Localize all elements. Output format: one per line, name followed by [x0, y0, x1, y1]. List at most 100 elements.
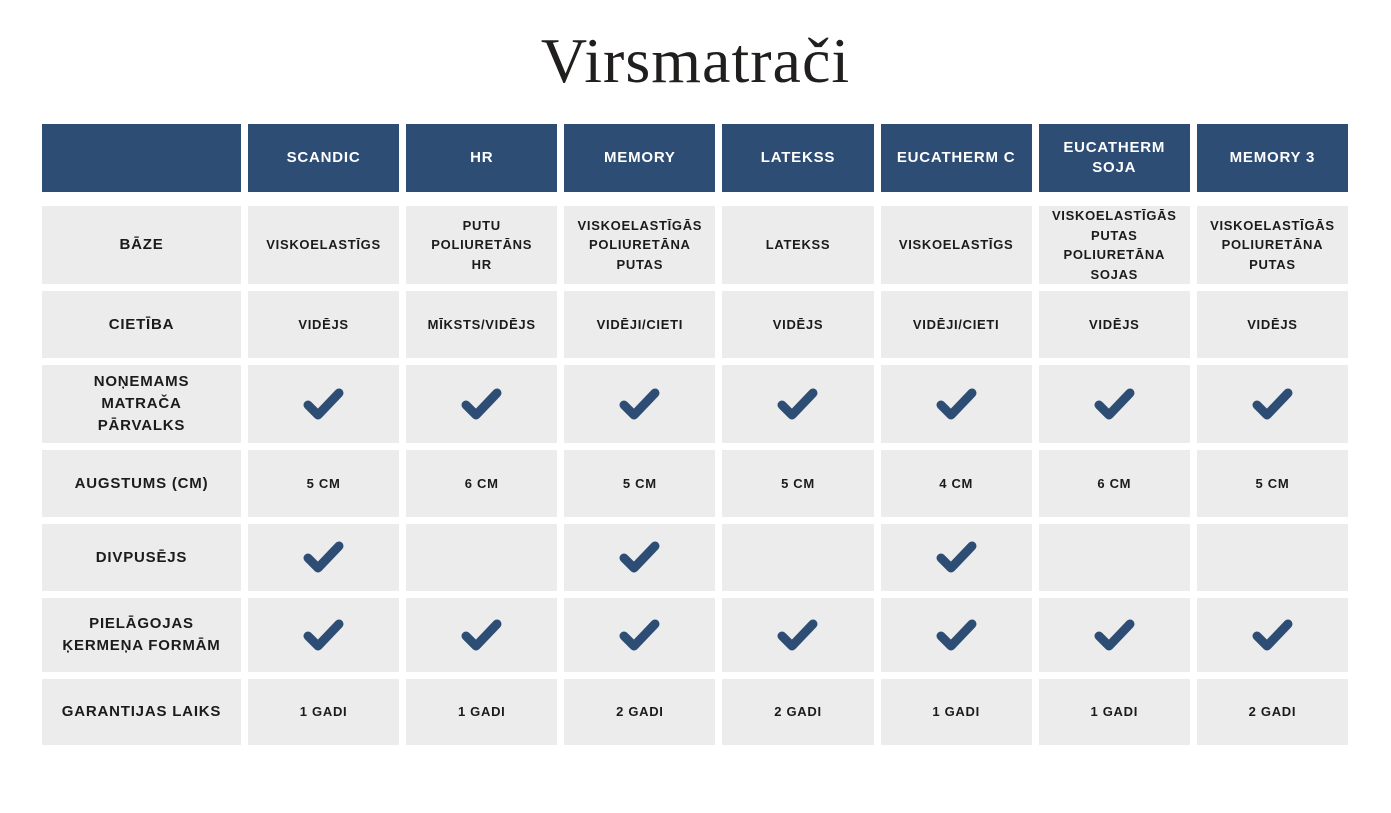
table-cell-no-emams-matra-a-p-rvalks-eucatherm-soja — [1038, 365, 1190, 443]
comparison-table: SCANDIC HR MEMORY LATEKSS EUCATHERM C EUCATHE… — [42, 124, 1348, 745]
checkmark-icon — [936, 388, 977, 421]
cell-value: 1 GADI — [932, 704, 980, 720]
checkmark-icon — [461, 619, 502, 652]
cell-value: VISKOELASTĪGS — [898, 237, 1014, 253]
cell-value: VIDĒJS — [1089, 316, 1140, 332]
row-label-augstums-cm: AUGSTUMS (CM) — [42, 450, 241, 517]
row-label-piel-gojas-erme-a-form-m: PIELĀGOJAS ĶERMEŅA FORMĀM — [42, 598, 241, 672]
table-cell-ciet-ba-memory: VIDĒJI/CIETI — [564, 291, 716, 358]
checkmark-icon — [1094, 388, 1135, 421]
table-cell-garantijas-laiks-memory-3: 2 GADI — [1196, 679, 1348, 745]
table-cell-piel-gojas-erme-a-form-m-latekss — [722, 598, 874, 672]
cell-value: 2 GADI — [1248, 704, 1297, 720]
checkmark-icon — [619, 541, 660, 574]
cell-value: VIDĒJI/CIETI — [596, 316, 684, 332]
checkmark-icon — [1094, 619, 1135, 652]
table-cell-ciet-ba-memory-3: VIDĒJS — [1196, 291, 1348, 358]
cell-value: 5 CM — [306, 475, 341, 491]
column-header-label: MEMORY 3 — [1229, 148, 1316, 166]
table-cell-divpus-js-eucatherm-c — [880, 524, 1032, 591]
table-cell-divpus-js-scandic — [248, 524, 400, 591]
table-cell-garantijas-laiks-eucatherm-c: 1 GADI — [880, 679, 1032, 745]
table-header-row: SCANDIC HR MEMORY LATEKSS EUCATHERM C EUCATHE… — [42, 124, 1348, 192]
table-cell-divpus-js-memory-3 — [1196, 524, 1348, 591]
table-cell-augstums-cm-hr: 6 CM — [406, 450, 558, 517]
checkmark-icon — [303, 388, 344, 421]
cell-value: VISKOELASTĪGĀS POLIURETĀNA PUTAS — [1210, 217, 1335, 272]
column-header-label: HR — [470, 148, 494, 166]
table-cell-augstums-cm-eucatherm-soja: 6 CM — [1038, 450, 1190, 517]
checkmark-icon — [303, 541, 344, 574]
column-header-eucatherm-soja: EUCATHERM SOJA — [1038, 124, 1190, 192]
cell-value: 5 CM — [781, 475, 815, 491]
table-cell-garantijas-laiks-eucatherm-soja: 1 GADI — [1038, 679, 1190, 745]
row-label-no-emams-matra-a-p-rvalks: NOŅEMAMS MATRAČA PĀRVALKS — [42, 365, 241, 443]
row-label-garantijas-laiks: GARANTIJAS LAIKS — [42, 679, 241, 745]
page-title: Virsmatrači — [540, 25, 851, 96]
column-header-label: MEMORY — [603, 148, 676, 166]
table-cell-no-emams-matra-a-p-rvalks-scandic — [248, 365, 400, 443]
table-cell-piel-gojas-erme-a-form-m-scandic — [248, 598, 400, 672]
column-header-label: EUCATHERM C — [896, 148, 1016, 166]
column-header-hr: HR — [406, 124, 558, 192]
table-cell-divpus-js-memory — [564, 524, 716, 591]
table-cell-augstums-cm-memory: 5 CM — [564, 450, 716, 517]
table-cell-garantijas-laiks-memory: 2 GADI — [564, 679, 716, 745]
cell-value: VIDĒJS — [772, 316, 824, 332]
cell-value: VISKOELASTĪGĀS POLIURETĀNA PUTAS — [577, 217, 703, 272]
checkmark-icon — [619, 388, 660, 421]
table-cell-augstums-cm-memory-3: 5 CM — [1196, 450, 1348, 517]
column-header-memory: MEMORY — [564, 124, 716, 192]
row-label-text: PIELĀGOJAS ĶERMEŅA FORMĀM — [62, 615, 221, 654]
row-label-text: BĀZE — [119, 236, 164, 254]
table-cell-b-ze-eucatherm-c: VISKOELASTĪGS — [880, 206, 1032, 284]
table-cell-b-ze-eucatherm-soja: VISKOELASTĪGĀS PUTAS POLIURETĀNA SOJAS — [1038, 206, 1190, 284]
table-cell-no-emams-matra-a-p-rvalks-latekss — [722, 365, 874, 443]
cell-value: 5 CM — [622, 475, 657, 491]
cell-value: 2 GADI — [616, 704, 664, 720]
cell-value: 4 CM — [939, 475, 974, 491]
checkmark-icon — [461, 388, 502, 421]
table-cell-garantijas-laiks-scandic: 1 GADI — [248, 679, 400, 745]
table-cell-piel-gojas-erme-a-form-m-memory-3 — [1196, 598, 1348, 672]
table-cell-ciet-ba-hr: MĪKSTS/VIDĒJS — [406, 291, 558, 358]
header-corner-cell — [42, 124, 241, 192]
row-label-ciet-ba: CIETĪBA — [42, 291, 241, 358]
cell-value: LATEKSS — [765, 237, 831, 253]
table-cell-no-emams-matra-a-p-rvalks-memory — [564, 365, 716, 443]
table-cell-b-ze-memory: VISKOELASTĪGĀS POLIURETĀNA PUTAS — [564, 206, 716, 284]
cell-value: 2 GADI — [774, 704, 822, 720]
table-cell-ciet-ba-scandic: VIDĒJS — [248, 291, 400, 358]
cell-value: 6 CM — [464, 475, 499, 491]
cell-value: VIDĒJS — [1247, 316, 1298, 332]
column-header-latekss: LATEKSS — [722, 124, 874, 192]
row-label-text: AUGSTUMS (CM) — [74, 474, 209, 492]
cell-value: 1 GADI — [299, 704, 348, 720]
table-cell-divpus-js-hr — [406, 524, 558, 591]
checkmark-icon — [936, 541, 977, 574]
table-cell-no-emams-matra-a-p-rvalks-eucatherm-c — [880, 365, 1032, 443]
row-label-text: GARANTIJAS LAIKS — [61, 703, 222, 721]
cell-value: 1 GADI — [1090, 704, 1139, 720]
table-cell-divpus-js-latekss — [722, 524, 874, 591]
row-label-text: CIETĪBA — [108, 315, 175, 333]
table-cell-divpus-js-eucatherm-soja — [1038, 524, 1190, 591]
table-cell-b-ze-memory-3: VISKOELASTĪGĀS POLIURETĀNA PUTAS — [1196, 206, 1348, 284]
cell-value: MĪKSTS/VIDĒJS — [427, 316, 536, 332]
table-cell-piel-gojas-erme-a-form-m-memory — [564, 598, 716, 672]
table-body: BĀZE VISKOELASTĪGS PUTU POLIURETĀNS HR VISK… — [42, 206, 1348, 745]
cell-value: VISKOELASTĪGS — [266, 237, 381, 253]
checkmark-icon — [1252, 619, 1293, 652]
checkmark-icon — [777, 388, 818, 421]
table-cell-no-emams-matra-a-p-rvalks-hr — [406, 365, 558, 443]
cell-value: 5 CM — [1255, 475, 1290, 491]
table-cell-piel-gojas-erme-a-form-m-eucatherm-soja — [1038, 598, 1190, 672]
column-header-label: SCANDIC — [286, 148, 361, 166]
column-header-scandic: SCANDIC — [248, 124, 400, 192]
checkmark-icon — [936, 619, 977, 652]
table-cell-garantijas-laiks-hr: 1 GADI — [406, 679, 558, 745]
table-cell-ciet-ba-eucatherm-c: VIDĒJI/CIETI — [880, 291, 1032, 358]
table-cell-b-ze-scandic: VISKOELASTĪGS — [248, 206, 400, 284]
checkmark-icon — [1252, 388, 1293, 421]
checkmark-icon — [777, 619, 818, 652]
